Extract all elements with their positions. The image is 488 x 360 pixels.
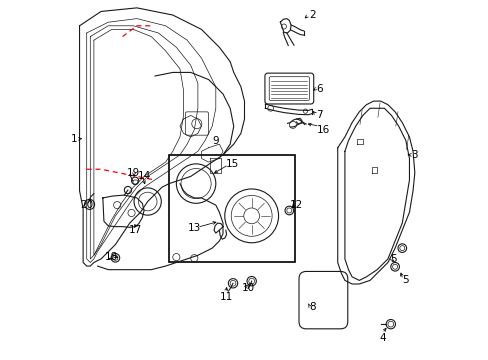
Text: 14: 14 [137,171,150,181]
Text: 18: 18 [105,252,118,262]
Text: 6: 6 [316,84,323,94]
Text: 3: 3 [411,150,417,160]
Text: 8: 8 [309,302,315,312]
Text: 5: 5 [402,275,408,285]
Text: 7: 7 [316,111,323,121]
Bar [169,155,294,262]
Text: 13: 13 [187,224,201,233]
Text: 15: 15 [225,159,238,169]
Text: 19: 19 [126,168,140,178]
Text: 20: 20 [80,200,93,210]
Text: 4: 4 [379,333,385,343]
Text: 16: 16 [316,125,329,135]
Text: 1: 1 [71,134,77,144]
Text: 5: 5 [389,254,396,264]
Text: 11: 11 [220,292,233,302]
Text: 12: 12 [289,200,303,210]
Text: 2: 2 [309,10,315,20]
Text: 10: 10 [241,283,254,293]
Text: 9: 9 [212,136,219,145]
Text: 17: 17 [128,225,142,235]
